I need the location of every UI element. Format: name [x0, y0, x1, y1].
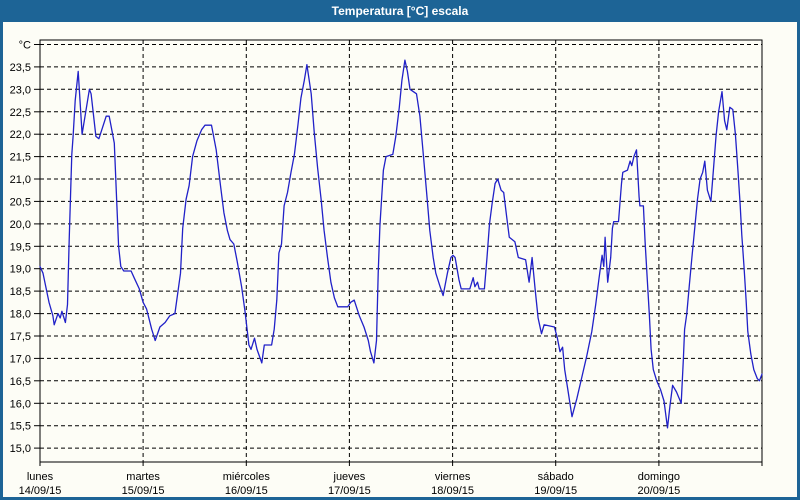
y-tick-label: 23,5 — [10, 62, 31, 74]
y-tick-label: 15,5 — [10, 421, 31, 433]
y-tick-labels: °C 23,5 23,0 22,5 22,0 21,5 21,0 20,5 20,0 19,5 19… — [10, 40, 31, 456]
y-tick-label: 19,0 — [10, 264, 31, 276]
x-date-label: 19/09/15 — [534, 485, 577, 497]
y-tick-label: 18,0 — [10, 309, 31, 321]
y-tick-label: 21,5 — [10, 152, 31, 164]
x-tick-labels: lunes 14/09/15 martes 15/09/15 miércoles 16/0… — [19, 471, 681, 497]
window-title: Temperatura [°C] escala — [331, 4, 469, 18]
x-day-label: martes — [126, 471, 160, 483]
y-tick-label: 20,0 — [10, 219, 31, 231]
y-tick-label: 22,0 — [10, 129, 31, 141]
y-tick-label: 23,0 — [10, 84, 31, 96]
y-tick-label: 22,5 — [10, 107, 31, 119]
y-axis-unit-label: °C — [19, 40, 31, 52]
y-tick-label: 21,0 — [10, 174, 31, 186]
x-day-label: miércoles — [223, 471, 271, 483]
y-tick-label: 17,0 — [10, 353, 31, 365]
x-date-label: 17/09/15 — [328, 485, 371, 497]
temperature-chart: °C 23,5 23,0 22,5 22,0 21,5 21,0 20,5 20,0 19,5 19… — [10, 39, 763, 497]
y-tick-marks — [34, 44, 40, 449]
x-day-label: viernes — [435, 471, 471, 483]
y-gridlines — [40, 44, 762, 449]
y-tick-label: 15,0 — [10, 443, 31, 455]
y-tick-label: 16,0 — [10, 398, 31, 410]
y-tick-label: 20,5 — [10, 196, 31, 208]
plot-border — [39, 39, 763, 463]
x-day-label: jueves — [333, 471, 366, 483]
x-date-label: 18/09/15 — [431, 485, 474, 497]
chart-area: °C 23,5 23,0 22,5 22,0 21,5 21,0 20,5 20,0 19,5 19… — [3, 22, 797, 497]
x-day-label: domingo — [638, 471, 680, 483]
temperature-series-line — [39, 59, 763, 429]
x-date-label: 15/09/15 — [122, 485, 165, 497]
y-tick-label: 16,5 — [10, 376, 31, 388]
y-tick-label: 19,5 — [10, 241, 31, 253]
y-tick-label: 18,5 — [10, 286, 31, 298]
x-day-label: lunes — [27, 471, 54, 483]
x-day-label: sábado — [538, 471, 574, 483]
x-date-label: 16/09/15 — [225, 485, 268, 497]
title-bar: Temperatura [°C] escala — [3, 0, 797, 22]
y-tick-label: 17,5 — [10, 331, 31, 343]
x-gridlines — [142, 40, 660, 462]
x-date-label: 14/09/15 — [19, 485, 62, 497]
x-date-label: 20/09/15 — [637, 485, 680, 497]
x-tick-marks — [39, 462, 763, 466]
